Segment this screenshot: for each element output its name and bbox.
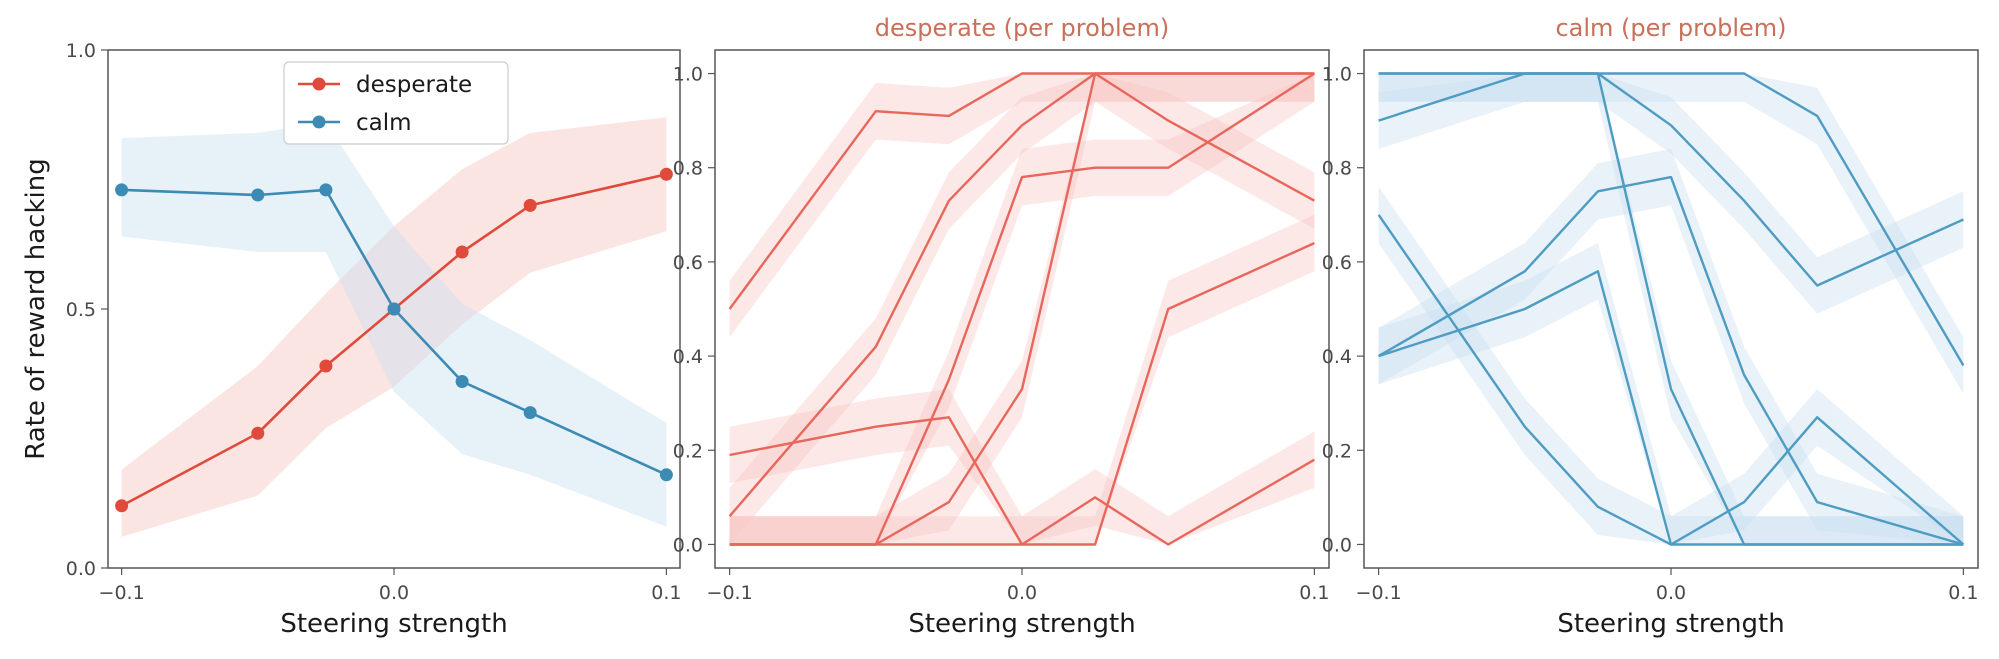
series-0-point-5 (523, 198, 537, 212)
panel-title: desperate (per problem) (875, 14, 1169, 42)
series-1-point-5 (523, 406, 537, 420)
series-0-point-6 (659, 167, 673, 181)
legend-swatch-marker-0 (312, 77, 326, 91)
series-3-confidence-band (1378, 243, 1964, 545)
series-5-line (729, 242, 1315, 546)
series-2-confidence-band (1378, 148, 1964, 545)
legend: desperate calm (283, 61, 509, 145)
series-1-point-4 (455, 375, 469, 388)
x-axis-label: Steering strength (908, 609, 1135, 639)
x-tick-label-0: −0.1 (1356, 582, 1402, 604)
y-tick-label-1: 0.2 (1322, 440, 1352, 462)
y-tick-label-2: 0.4 (1322, 346, 1352, 368)
x-tick-label-1: 0.0 (379, 582, 409, 604)
band-group (1378, 73, 1964, 545)
x-axis-label: Steering strength (1557, 609, 1784, 639)
line-group (115, 167, 673, 513)
series-5-line (1378, 72, 1964, 546)
y-tick-label-5: 1.0 (673, 64, 703, 86)
y-tick-label-0: 0.0 (66, 558, 96, 580)
series-0-confidence-band (729, 73, 1315, 338)
series-2-confidence-band (729, 389, 1315, 545)
series-1-point-0 (115, 183, 129, 197)
y-tick-label-2: 1.0 (66, 40, 96, 62)
y-tick-label-1: 0.2 (673, 440, 703, 462)
series-2-line (1377, 175, 1964, 546)
y-axis-label: Rate of reward hacking (21, 158, 51, 460)
x-tick-label-2: 0.1 (1948, 582, 1978, 604)
x-tick-label-0: −0.1 (99, 582, 145, 604)
panel-title: calm (per problem) (1555, 14, 1786, 42)
x-tick-label-0: −0.1 (707, 582, 753, 604)
line-group (728, 72, 1316, 546)
series-1-line (728, 72, 1315, 517)
legend-label-0: desperate (356, 72, 472, 98)
series-0-point-1 (251, 426, 265, 440)
legend-box (283, 61, 509, 145)
series-0-point-0 (115, 499, 129, 513)
y-tick-label-3: 0.6 (1322, 252, 1352, 274)
band-group (121, 117, 667, 537)
y-tick-label-5: 1.0 (1322, 64, 1352, 86)
y-tick-label-0: 0.0 (673, 534, 703, 556)
series-5-confidence-band (729, 214, 1315, 545)
series-4-confidence-band (1378, 186, 1964, 545)
y-tick-label-4: 0.8 (673, 158, 703, 180)
x-tick-label-1: 0.0 (1656, 582, 1686, 604)
x-tick-label-1: 0.0 (1007, 582, 1037, 604)
y-tick-label-0: 0.0 (1322, 534, 1352, 556)
series-1-point-2 (319, 183, 333, 197)
series-1-confidence-band (121, 122, 667, 527)
x-axis-label: Steering strength (280, 609, 507, 639)
series-1-point-6 (659, 468, 673, 482)
x-tick-label-2: 0.1 (1299, 582, 1329, 604)
legend-label-1: calm (356, 110, 412, 136)
panel-desperate-per-problem: −0.1 0.0 0.1 0.0 0.2 0.4 0.6 0.8 1.0 Steering str… (673, 14, 1330, 639)
series-1-confidence-band (1378, 73, 1964, 314)
y-tick-label-2: 0.4 (673, 346, 703, 368)
x-tick-label-2: 0.1 (651, 582, 681, 604)
legend-swatch-marker-1 (312, 115, 326, 129)
series-0-point-2 (319, 359, 333, 373)
panel-calm-per-problem: −0.1 0.0 0.1 0.0 0.2 0.4 0.6 0.8 1.0 Steering str… (1322, 14, 1979, 639)
y-tick-label-1: 0.5 (66, 299, 96, 321)
y-tick-label-4: 0.8 (1322, 158, 1352, 180)
band-group (729, 73, 1315, 545)
y-tick-label-3: 0.6 (673, 252, 703, 274)
series-3-confidence-band (729, 73, 1315, 545)
series-1-point-1 (251, 188, 265, 202)
series-1-point-3 (387, 302, 401, 316)
line-group (1377, 72, 1965, 546)
series-0-point-4 (455, 245, 469, 259)
